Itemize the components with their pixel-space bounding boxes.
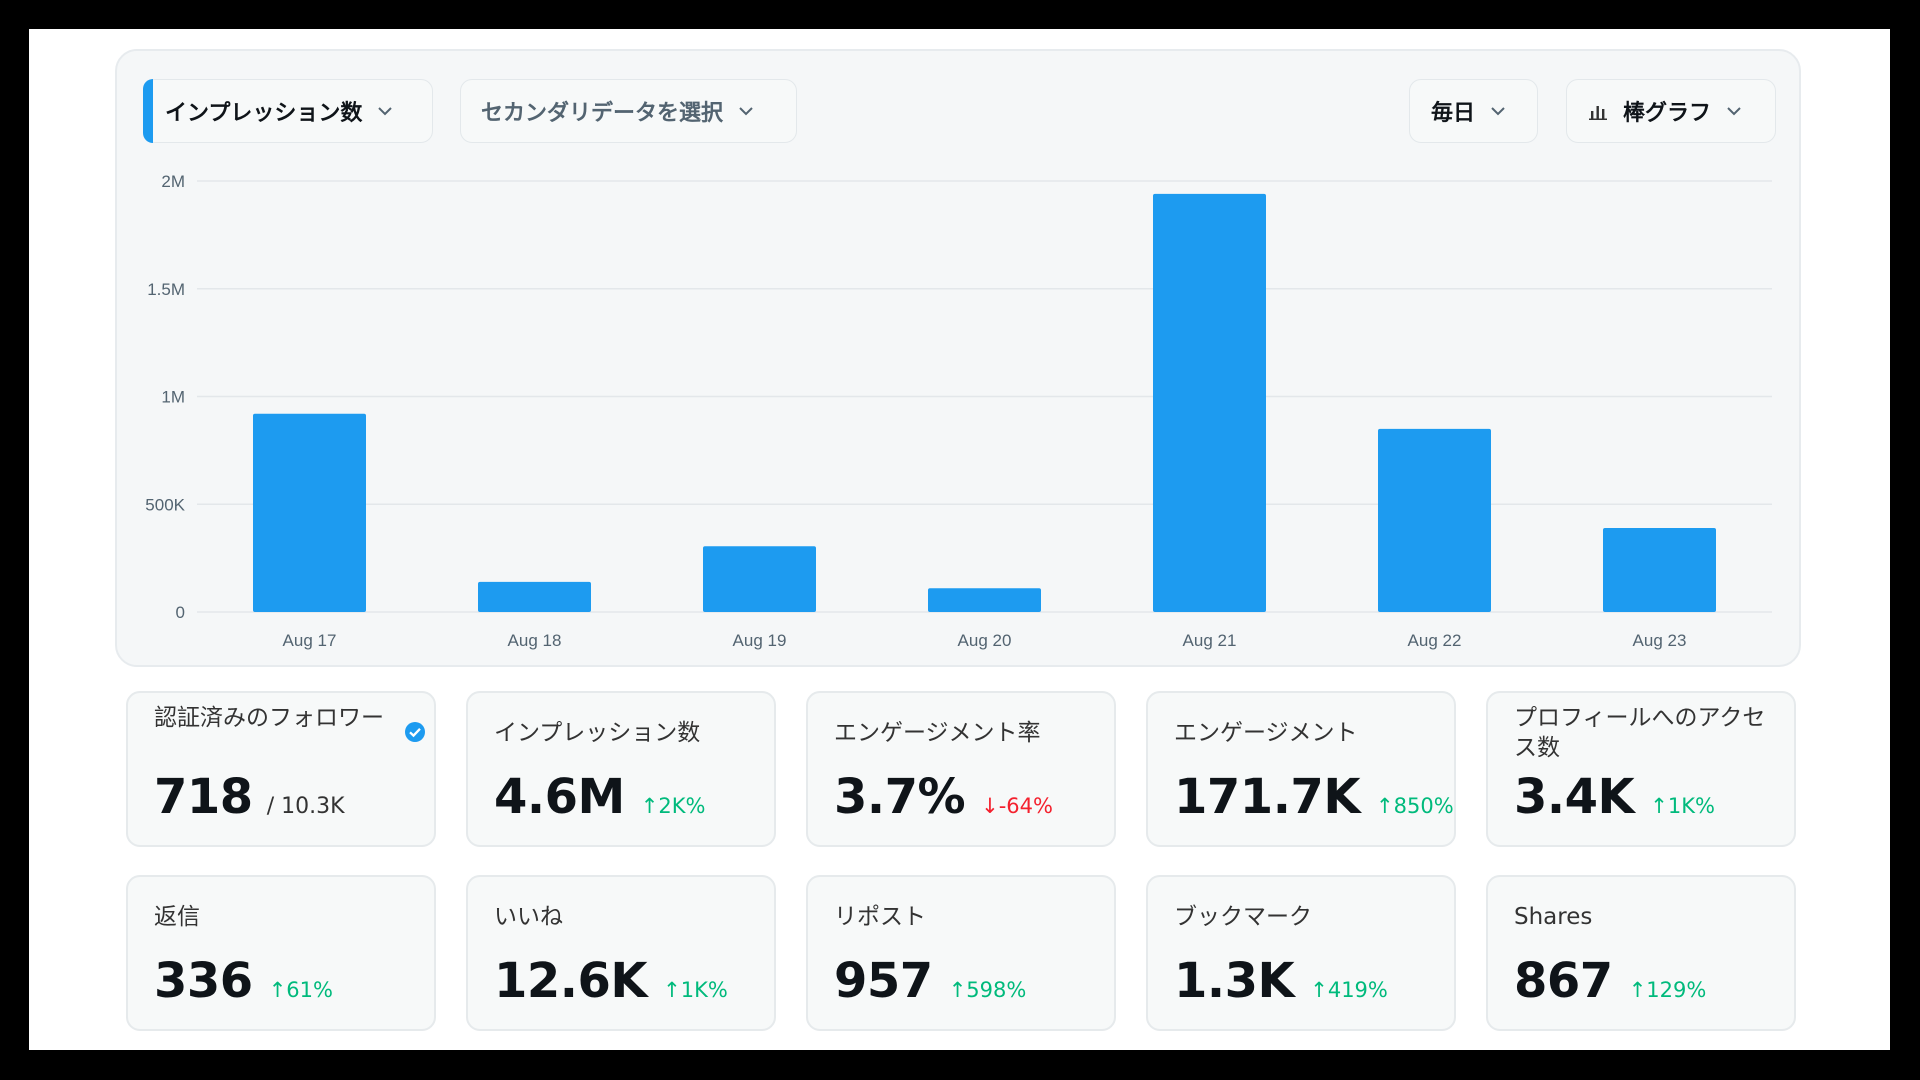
chart-panel: インプレッション数 セカンダリデータを選択 毎日 棒グラフ [115,49,1801,667]
x-tick-label: Aug 22 [1408,631,1462,650]
bar-aug-22[interactable] [1378,428,1491,612]
metric-value: 867 [1514,953,1613,1009]
metric-label: プロフィールへのアクセス数 [1514,705,1766,761]
x-tick-label: Aug 17 [283,631,337,650]
metric-delta: ↑129% [1628,978,1707,1002]
metric-label: リポスト [834,904,926,930]
metric-delta: ↑850% [1376,794,1454,818]
metric-label: いいね [494,904,563,930]
metric-delta: ↓-64% [981,794,1053,818]
metric-delta: ↑419% [1310,978,1388,1002]
metric-value: 1.3K [1174,953,1295,1009]
chevron-down-icon [739,107,753,116]
chevron-down-icon [1491,107,1505,116]
primary-metric-label: インプレッション数 [165,101,363,126]
metric-value: 957 [834,953,933,1009]
metric-card-bookmarks[interactable]: ブックマーク 1.3K ↑419% [1146,875,1456,1031]
metric-value: 718 [154,769,253,825]
bar-aug-23[interactable] [1603,527,1716,612]
primary-metric-accent [143,79,153,143]
bar-aug-19[interactable] [703,546,816,612]
bar-aug-17[interactable] [253,413,366,612]
bar-aug-20[interactable] [928,588,1041,612]
bar-aug-18[interactable] [478,581,591,612]
y-tick-label: 500K [145,495,185,514]
metric-value: 3.7% [834,769,966,825]
metric-label: エンゲージメント [1174,720,1358,746]
y-tick-label: 2M [161,172,185,191]
metric-value: 171.7K [1174,769,1361,825]
metric-value: 336 [154,953,253,1009]
chevron-down-icon [378,107,393,116]
metric-card-impressions[interactable]: インプレッション数 4.6M ↑2K% [466,691,776,847]
metric-delta: ↑61% [268,978,333,1002]
metric-card-profile-visits[interactable]: プロフィールへのアクセス数 3.4K ↑1K% [1486,691,1796,847]
metric-delta: ↑598% [948,978,1027,1002]
interval-label: 毎日 [1431,101,1476,126]
x-tick-label: Aug 20 [958,631,1012,650]
metric-card-reposts[interactable]: リポスト 957 ↑598% [806,875,1116,1031]
metric-label: エンゲージメント率 [834,720,1041,746]
verified-badge-icon [405,722,425,742]
metric-card-likes[interactable]: いいね 12.6K ↑1K% [466,875,776,1031]
metric-delta: ↑1K% [663,978,728,1002]
y-tick-label: 1M [161,388,185,407]
x-tick-label: Aug 18 [508,631,562,650]
metric-card-verified-followers[interactable]: 認証済みのフォロワー 718 / 10.3K [126,691,436,847]
metric-value: 4.6M [494,769,625,825]
secondary-metric-dropdown[interactable]: セカンダリデータを選択 [460,79,797,143]
analytics-page: インプレッション数 セカンダリデータを選択 毎日 棒グラフ [29,29,1890,1050]
x-tick-label: Aug 21 [1183,631,1237,650]
metric-label: Shares [1514,904,1593,930]
metric-value: 3.4K [1514,769,1635,825]
metric-total: / 10.3K [266,794,345,819]
metric-card-engagement-rate[interactable]: エンゲージメント率 3.7% ↓-64% [806,691,1116,847]
metric-label: ブックマーク [1174,904,1312,930]
metric-card-engagements[interactable]: エンゲージメント 171.7K ↑850% [1146,691,1456,847]
x-tick-label: Aug 19 [733,631,787,650]
metric-delta: ↑2K% [640,794,706,818]
chevron-down-icon [1727,107,1741,116]
chart-type-label: 棒グラフ [1623,101,1712,126]
x-tick-label: Aug 23 [1633,631,1687,650]
bar-aug-21[interactable] [1153,193,1266,612]
metric-label: 返信 [154,904,200,930]
metric-card-shares[interactable]: Shares 867 ↑129% [1486,875,1796,1031]
y-tick-label: 0 [176,603,185,622]
primary-metric-dropdown[interactable]: インプレッション数 [143,79,433,143]
metric-label: インプレッション数 [494,720,701,746]
metric-card-replies[interactable]: 返信 336 ↑61% [126,875,436,1031]
metric-value: 12.6K [494,953,648,1009]
metric-delta: ↑1K% [1650,794,1715,818]
secondary-metric-label: セカンダリデータを選択 [481,101,724,126]
chart-type-dropdown[interactable]: 棒グラフ [1566,79,1776,143]
metric-label: 認証済みのフォロワー [154,705,384,731]
y-tick-label: 1.5M [147,280,185,299]
bar-chart-icon [1589,106,1607,120]
interval-dropdown[interactable]: 毎日 [1409,79,1538,143]
impressions-bar-chart: 0 500K 1M 1.5M 2M Aug 17 Aug 18 Aug 19 Aug 20 Au… [145,172,1772,650]
